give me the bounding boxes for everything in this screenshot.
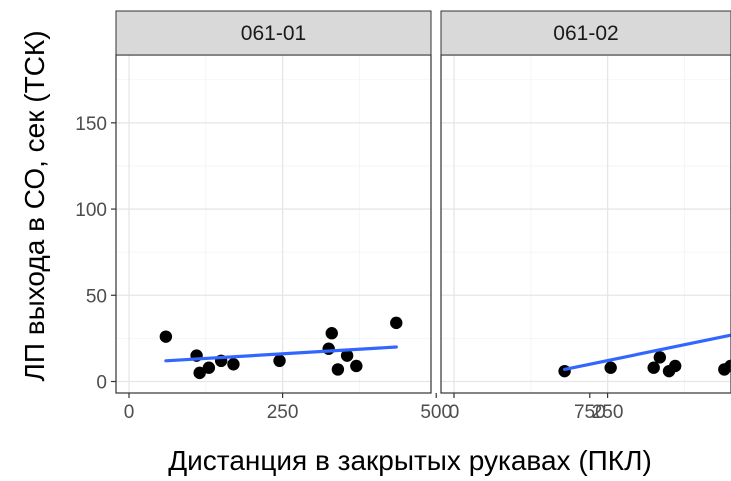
- x-tick-label: 500: [420, 402, 452, 423]
- data-point: [558, 364, 571, 378]
- data-point: [325, 327, 338, 340]
- y-tick-label: 0: [96, 373, 107, 394]
- grid-lines: [441, 55, 731, 393]
- trend-line: [562, 333, 731, 372]
- y-axis-title: ЛП выхода в СО, сек (ТСК): [19, 30, 50, 381]
- data-point: [322, 342, 335, 355]
- strip-label: 061-01: [241, 22, 306, 45]
- data-point: [193, 366, 206, 380]
- y-tick-label: 150: [75, 114, 107, 135]
- data-point: [350, 359, 363, 373]
- x-axis-title: Дистанция в закрытых рукавах (ПКЛ): [168, 445, 652, 476]
- strip-background: [115, 10, 432, 56]
- x-tick-label: 0: [449, 402, 460, 423]
- panel-background: [116, 55, 431, 393]
- strip-background: [440, 10, 731, 56]
- data-point: [668, 359, 682, 373]
- data-point: [604, 361, 617, 374]
- strip-label: 061-02: [553, 22, 618, 45]
- data-point: [653, 351, 667, 364]
- x-tick-label: 250: [267, 402, 299, 423]
- data-point: [390, 316, 403, 330]
- panel-061-01: 061-01 0 250 500 750: [115, 10, 606, 423]
- x-tick-label: 250: [592, 402, 624, 423]
- grid-lines: [116, 55, 431, 393]
- data-point: [202, 361, 216, 374]
- data-point: [724, 359, 731, 373]
- x-tick-label: 750: [574, 402, 606, 423]
- x-tick-label: 0: [124, 402, 135, 423]
- data-point: [273, 354, 286, 368]
- data-point: [159, 330, 173, 343]
- y-tick-label: 100: [75, 200, 107, 221]
- data-point: [331, 363, 345, 376]
- data-point: [647, 361, 660, 374]
- panel-061-02: 061-020250500750: [440, 10, 731, 423]
- panel-background: [441, 55, 731, 393]
- trend-line: [164, 345, 398, 363]
- data-point: [340, 349, 354, 362]
- y-tick-label: 50: [86, 286, 107, 307]
- data-point: [227, 358, 240, 371]
